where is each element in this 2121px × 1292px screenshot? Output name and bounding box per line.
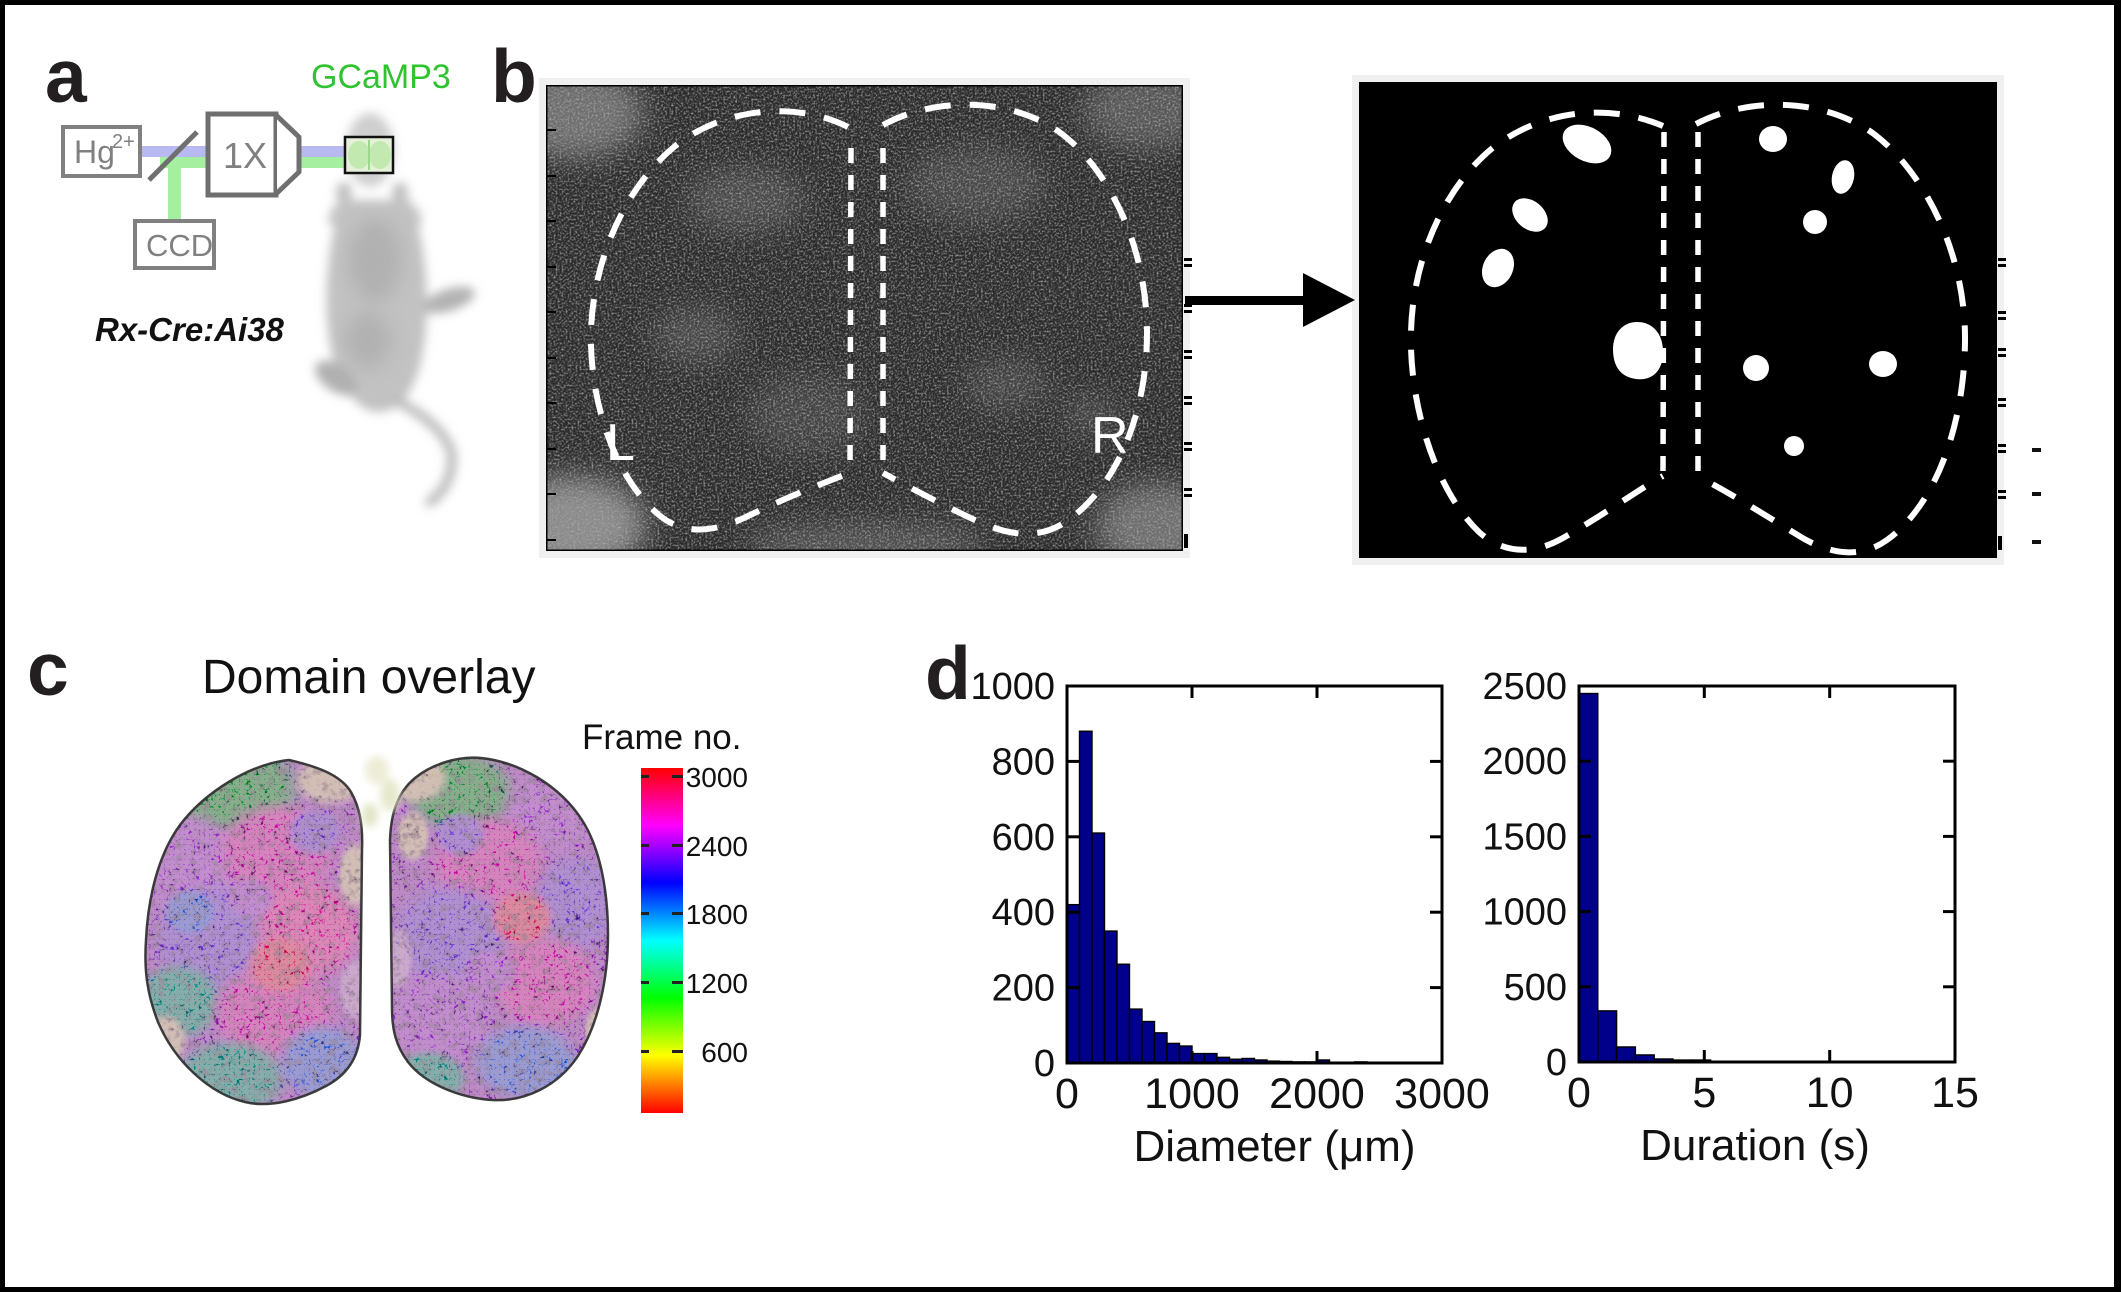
svg-text:600: 600 (992, 817, 1055, 859)
svg-text:Duration (s): Duration (s) (1640, 1121, 1870, 1170)
svg-text:1500: 1500 (1482, 816, 1567, 858)
svg-text:10: 10 (1806, 1069, 1854, 1117)
svg-text:5: 5 (1692, 1069, 1716, 1117)
svg-text:500: 500 (1504, 967, 1567, 1009)
svg-text:Diameter (μm): Diameter (μm) (1133, 1122, 1415, 1171)
svg-text:400: 400 (992, 892, 1055, 934)
svg-text:1000: 1000 (1482, 892, 1567, 934)
svg-text:0: 0 (1546, 1042, 1567, 1084)
svg-text:L: L (606, 414, 635, 472)
svg-text:0: 0 (1034, 1043, 1055, 1085)
svg-text:200: 200 (992, 968, 1055, 1010)
svg-text:1000: 1000 (1144, 1070, 1240, 1118)
svg-text:1X: 1X (223, 135, 267, 176)
svg-text:R: R (1091, 407, 1129, 465)
svg-text:3000: 3000 (1394, 1070, 1490, 1118)
svg-text:2500: 2500 (1482, 666, 1567, 708)
svg-text:2000: 2000 (1482, 741, 1567, 783)
svg-text:15: 15 (1931, 1069, 1979, 1117)
svg-text:Hg: Hg (74, 134, 115, 170)
svg-text:0: 0 (1567, 1069, 1591, 1117)
svg-text:0: 0 (1055, 1070, 1079, 1118)
svg-text:CCD: CCD (146, 228, 213, 263)
svg-text:2000: 2000 (1269, 1070, 1365, 1118)
svg-text:800: 800 (992, 741, 1055, 783)
svg-text:2+: 2+ (112, 131, 135, 153)
svg-text:1000: 1000 (970, 666, 1055, 708)
